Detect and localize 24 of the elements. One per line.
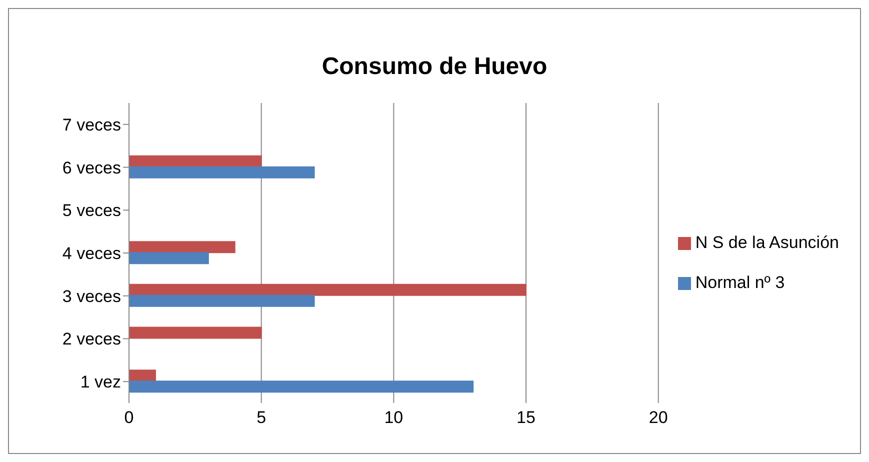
y-tick-label: 3 veces	[62, 286, 121, 306]
bar	[129, 155, 262, 168]
x-tick-label: 5	[256, 408, 266, 428]
bar	[129, 370, 156, 382]
legend-label: Normal nº 3	[695, 273, 785, 292]
y-tick-label: 7 veces	[62, 115, 121, 134]
y-tick-label: 5 veces	[62, 201, 121, 220]
x-tick-label: 10	[384, 408, 404, 428]
legend-label: N S de la Asunción	[695, 233, 839, 252]
bar	[129, 294, 315, 307]
y-tick-label: 1 vez	[80, 372, 121, 392]
x-tick-label: 0	[124, 408, 134, 428]
y-tick-label: 4 veces	[62, 244, 121, 264]
bar	[129, 241, 236, 254]
y-tick-label: 2 veces	[62, 330, 121, 349]
chart-title: Consumo de Huevo	[320, 53, 548, 82]
bar	[129, 284, 527, 296]
bar	[129, 252, 209, 264]
bar	[129, 380, 474, 393]
x-tick-label: 15	[516, 408, 536, 428]
bar	[129, 166, 315, 178]
y-tick-label: 6 veces	[62, 158, 121, 178]
x-tick-label: 20	[648, 408, 668, 428]
bar	[129, 326, 262, 339]
